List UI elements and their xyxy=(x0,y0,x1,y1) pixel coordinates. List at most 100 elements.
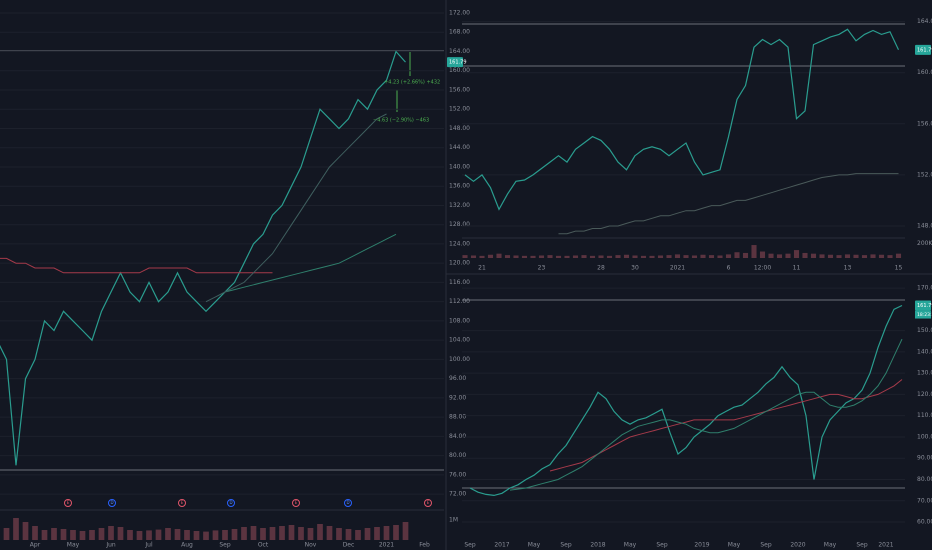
y-tick-label: 88.00 xyxy=(449,414,466,421)
volume-bar xyxy=(819,254,825,258)
volume-bar xyxy=(174,529,181,540)
y-tick-label: 152.00 xyxy=(917,171,932,178)
x-tick-label: 28 xyxy=(597,265,605,272)
y-tick-label: 172.00 xyxy=(449,9,470,16)
volume-bar xyxy=(725,254,732,258)
volume-bar xyxy=(108,526,114,540)
volume-bar xyxy=(32,526,38,540)
volume-bar xyxy=(785,253,791,258)
volume-bar xyxy=(317,524,323,540)
volume-bar xyxy=(589,255,596,258)
y-tick-label: 104.00 xyxy=(449,337,470,344)
volume-bar xyxy=(307,528,314,540)
volume-bar xyxy=(606,255,613,258)
x-tick-label: Sep xyxy=(760,542,772,549)
x-tick-label: Oct xyxy=(258,542,269,549)
y-tick-label: 124.00 xyxy=(449,240,470,247)
x-tick-label: Dec xyxy=(343,542,355,549)
volume-bar xyxy=(487,254,494,258)
volume-bar xyxy=(657,255,664,258)
volume-bar xyxy=(547,255,553,258)
volume-bar xyxy=(674,254,681,258)
y-tick-label: 148.00 xyxy=(917,222,932,229)
volume-bar xyxy=(222,530,228,540)
volume-bar xyxy=(241,527,247,540)
volume-bar xyxy=(184,530,190,540)
volume-bar xyxy=(374,527,380,540)
x-tick-label: 2017 xyxy=(494,542,509,549)
volume-bar xyxy=(22,522,29,540)
price-line xyxy=(469,304,903,497)
x-tick-label: Jul xyxy=(144,542,153,549)
volume-bar xyxy=(279,526,285,540)
y-tick-label: 80.00 xyxy=(449,452,466,459)
volume-bar xyxy=(462,255,468,258)
y-tick-label: 156.00 xyxy=(917,120,932,127)
volume-bar xyxy=(538,255,545,258)
volume-bar xyxy=(581,255,587,258)
volume-bar xyxy=(751,245,757,258)
indicator-line xyxy=(224,233,397,293)
x-tick-label: May xyxy=(728,542,741,549)
volume-bar xyxy=(383,526,390,540)
volume-bar xyxy=(496,253,502,258)
volume-bar xyxy=(640,255,647,258)
volume-bar xyxy=(326,526,333,540)
volume-bar xyxy=(734,252,740,258)
x-tick-label: 13 xyxy=(844,265,852,272)
volume-bar xyxy=(146,530,152,540)
volume-bar xyxy=(203,531,209,540)
event-marker xyxy=(178,499,186,507)
event-marker xyxy=(227,499,235,507)
volume-bar xyxy=(572,255,579,258)
x-tick-label: 21 xyxy=(478,265,486,272)
x-tick-label: Sep xyxy=(464,542,476,549)
x-tick-label: May xyxy=(528,542,541,549)
x-tick-label: Feb xyxy=(419,542,430,549)
event-label: E xyxy=(427,500,430,505)
y-tick-label: 90.00 xyxy=(917,455,932,462)
event-label: E xyxy=(295,500,298,505)
y-tick-label: 140.00 xyxy=(449,163,470,170)
event-label: D xyxy=(229,500,232,505)
y-tick-label: 76.00 xyxy=(449,471,466,478)
y-tick-label: 140.00 xyxy=(917,348,932,355)
volume-bar xyxy=(802,252,808,258)
x-tick-label: 11 xyxy=(793,265,801,272)
volume-bar xyxy=(165,528,171,540)
x-tick-label: 2021 xyxy=(379,542,394,549)
y-tick-label: 164.00 xyxy=(449,48,470,55)
y-tick-label: 70.00 xyxy=(917,497,932,504)
volume-bar xyxy=(887,255,893,258)
y-tick-label: 80.00 xyxy=(917,476,932,483)
x-tick-label: Sep xyxy=(560,542,572,549)
volume-bar xyxy=(870,254,876,258)
event-marker xyxy=(292,499,300,507)
volume-bar xyxy=(649,255,655,258)
volume-bar xyxy=(691,255,698,258)
volume-bar xyxy=(759,251,766,258)
event-marker xyxy=(344,499,352,507)
volume-bar xyxy=(231,529,238,540)
y-tick-label: 108.00 xyxy=(449,317,470,324)
y-tick-label: 160.00 xyxy=(917,69,932,76)
volume-bar xyxy=(260,528,266,540)
x-tick-label: May xyxy=(67,542,80,549)
y-tick-label: 96.00 xyxy=(449,375,466,382)
event-label: D xyxy=(346,500,349,505)
countdown-badge xyxy=(915,310,931,319)
volume-bar xyxy=(700,254,706,258)
price-badge xyxy=(915,300,931,311)
x-tick-label: May xyxy=(624,542,637,549)
volume-bar xyxy=(288,525,295,540)
volume-bar xyxy=(793,250,800,258)
x-tick-label: 2019 xyxy=(694,542,709,549)
price-badge xyxy=(447,57,463,68)
indicator-line xyxy=(549,379,903,472)
volume-bar xyxy=(393,525,399,540)
volume-bar xyxy=(41,530,48,540)
x-tick-label: 15 xyxy=(895,265,903,272)
x-tick-label: Aug xyxy=(181,542,193,549)
volume-bar xyxy=(768,253,774,258)
